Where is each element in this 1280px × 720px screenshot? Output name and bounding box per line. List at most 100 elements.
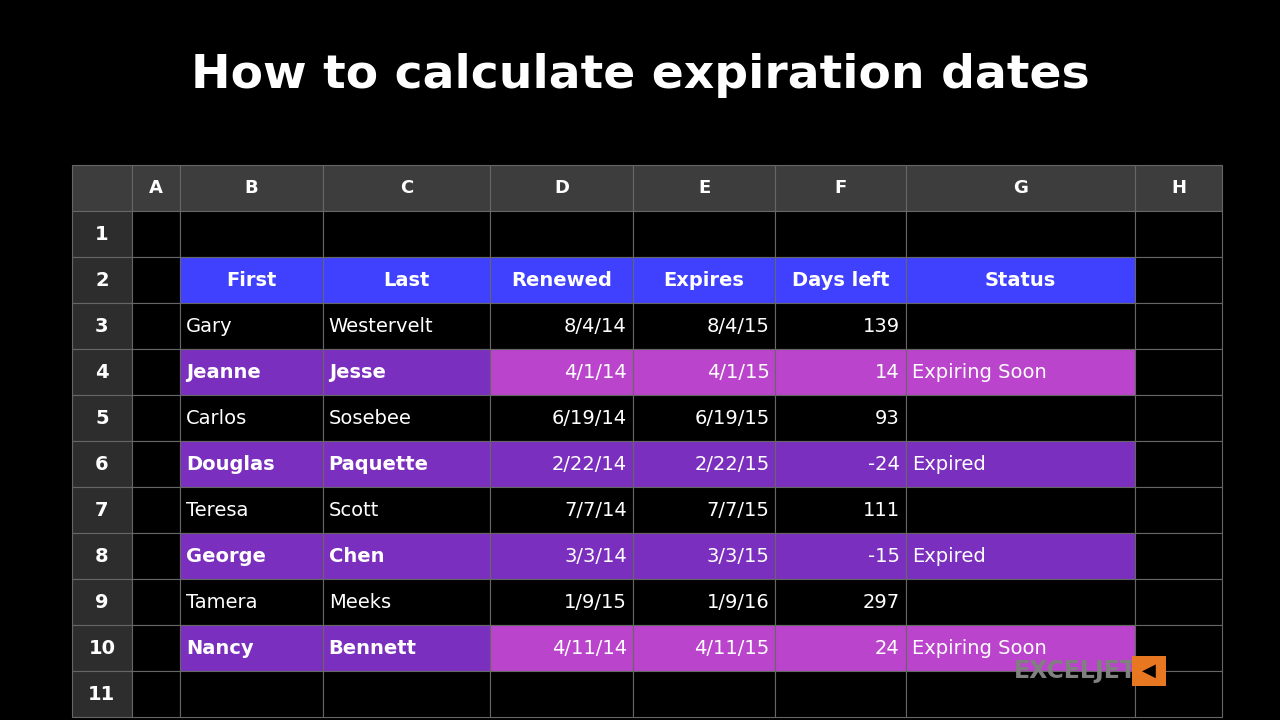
Bar [323,579,490,625]
Bar [490,257,632,303]
Bar [490,349,632,395]
Bar [132,533,180,579]
Text: H: H [1171,179,1187,197]
Bar [132,441,180,487]
Bar [180,257,323,303]
Bar [72,395,132,441]
Bar [1135,211,1222,257]
Text: 6/19/15: 6/19/15 [694,408,769,428]
Text: First: First [227,271,276,289]
Text: 4/1/15: 4/1/15 [707,362,769,382]
Text: 5: 5 [95,408,109,428]
Bar [1135,579,1222,625]
Bar [132,625,180,671]
Text: Bennett: Bennett [329,639,417,657]
Text: Status: Status [984,271,1056,289]
Text: 7: 7 [95,500,109,520]
Text: Paquette: Paquette [329,454,429,474]
Bar [180,487,323,533]
Bar [906,303,1135,349]
Bar [632,303,776,349]
Text: 139: 139 [863,317,900,336]
Bar [72,211,132,257]
Bar [906,533,1135,579]
Bar [323,349,490,395]
Bar [72,533,132,579]
Text: 3/3/15: 3/3/15 [707,546,769,565]
Bar [906,441,1135,487]
Text: 3/3/14: 3/3/14 [564,546,627,565]
Text: F: F [835,179,846,197]
Bar [632,487,776,533]
Text: 8: 8 [95,546,109,565]
Text: 7/7/15: 7/7/15 [707,500,769,520]
Text: B: B [244,179,259,197]
Bar [323,257,490,303]
Bar [72,671,132,717]
Bar [632,395,776,441]
Bar [906,487,1135,533]
Text: George: George [186,546,266,565]
Bar [776,349,906,395]
Text: 6/19/14: 6/19/14 [552,408,627,428]
Bar [132,579,180,625]
Text: Nancy: Nancy [186,639,253,657]
Text: 8/4/15: 8/4/15 [707,317,769,336]
Bar [776,533,906,579]
Bar [632,533,776,579]
Bar [72,579,132,625]
Bar [490,395,632,441]
Bar [323,487,490,533]
Bar [490,487,632,533]
Bar [776,579,906,625]
Bar [323,303,490,349]
Bar [180,625,323,671]
Text: Scott: Scott [329,500,379,520]
Text: Carlos: Carlos [186,408,247,428]
Bar [72,257,132,303]
Bar [1135,625,1222,671]
Text: G: G [1012,179,1028,197]
Text: Douglas: Douglas [186,454,275,474]
Bar [132,487,180,533]
Bar [323,671,490,717]
Bar [1135,395,1222,441]
Text: Tamera: Tamera [186,593,257,611]
Bar [906,349,1135,395]
Text: How to calculate expiration dates: How to calculate expiration dates [191,53,1089,97]
Bar [776,625,906,671]
Bar [776,441,906,487]
Bar [906,257,1135,303]
Text: 11: 11 [88,685,115,703]
Text: 111: 111 [863,500,900,520]
Text: Chen: Chen [329,546,384,565]
Text: 4/11/14: 4/11/14 [552,639,627,657]
Text: Expired: Expired [911,546,986,565]
Bar [776,211,906,257]
Text: 4/1/14: 4/1/14 [564,362,627,382]
Bar [323,533,490,579]
Text: 2/22/14: 2/22/14 [552,454,627,474]
Text: Renewed: Renewed [511,271,612,289]
Bar [323,211,490,257]
Bar [776,671,906,717]
Text: EXCELJET: EXCELJET [1014,659,1137,683]
Text: 2: 2 [95,271,109,289]
Bar [132,257,180,303]
Text: 2/22/15: 2/22/15 [694,454,769,474]
Bar [1135,487,1222,533]
Bar [132,349,180,395]
Bar [632,625,776,671]
Bar [180,441,323,487]
Bar [132,671,180,717]
Text: Westervelt: Westervelt [329,317,434,336]
Bar [490,625,632,671]
Bar [132,165,180,211]
Bar [72,625,132,671]
Bar [180,349,323,395]
Bar [632,165,776,211]
Bar [132,395,180,441]
Bar [490,303,632,349]
Text: 1: 1 [95,225,109,243]
Text: Sosebee: Sosebee [329,408,412,428]
